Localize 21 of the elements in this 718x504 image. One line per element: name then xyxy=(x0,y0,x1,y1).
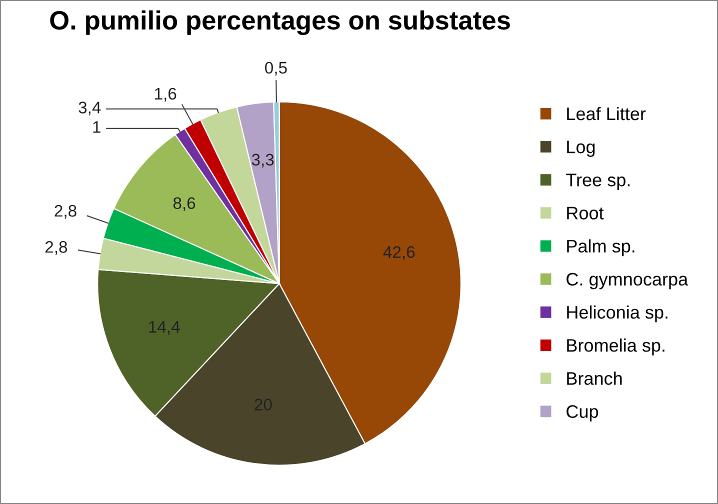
legend-label: C. gymnocarpa xyxy=(566,272,688,290)
data-label: 8,6 xyxy=(173,197,196,212)
legend-label: Root xyxy=(567,206,604,220)
data-label: 2,8 xyxy=(45,241,68,255)
data-label: 3,3 xyxy=(252,154,274,168)
legend-label: Tree sp. xyxy=(566,174,630,190)
data-label: 1 xyxy=(93,121,100,133)
legend-label: Cup xyxy=(566,405,598,422)
data-label: 1,6 xyxy=(155,88,176,102)
data-label: 3,4 xyxy=(78,102,101,116)
data-label: 2,8 xyxy=(54,204,76,219)
legend-label: Leaf Litter xyxy=(567,106,646,120)
legend-label: Bromelia sp. xyxy=(567,338,664,356)
legend-label: Palm sp. xyxy=(567,239,634,256)
legend-label: Heliconia sp. xyxy=(567,305,668,322)
data-label: 42,6 xyxy=(383,246,415,260)
legend-label: Log xyxy=(567,140,595,157)
data-label: 0,5 xyxy=(265,62,287,76)
legend-label: Branch xyxy=(567,372,622,385)
chart-title: O. pumilio percentages on substates xyxy=(50,10,510,36)
data-label: 14,4 xyxy=(149,321,180,335)
